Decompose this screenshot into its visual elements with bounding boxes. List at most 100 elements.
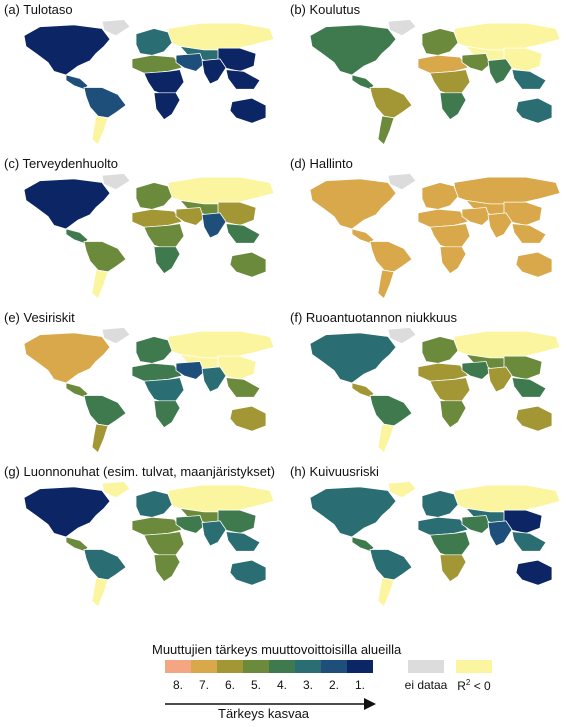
region-sa-s (377, 423, 395, 454)
map-panel: (c) Terveydenhuolto (4, 156, 282, 306)
region-africa-n (417, 362, 469, 382)
region-russia (453, 330, 561, 359)
no-data-swatch (408, 660, 444, 673)
region-aus (229, 559, 267, 586)
region-sea (511, 531, 547, 552)
region-me (461, 361, 491, 380)
r2-below-zero-swatch (456, 660, 492, 673)
region-aus (515, 251, 553, 278)
region-sa-s (91, 269, 109, 300)
region-aus (229, 251, 267, 278)
region-africa-n (131, 54, 183, 74)
region-eu (135, 336, 173, 364)
panel-title: (a) Tulotaso (4, 2, 73, 17)
region-aus (515, 97, 553, 124)
region-africa-s (153, 400, 181, 429)
region-sa-n (369, 241, 413, 273)
region-africa-c (143, 223, 185, 249)
map-panel: (f) Ruoantuotannon niukkuus (290, 310, 567, 460)
region-greenland (387, 481, 417, 499)
region-sa-s (377, 269, 395, 300)
region-sea (225, 223, 261, 244)
region-na (23, 332, 111, 384)
legend-swatch (347, 660, 373, 673)
arrow (165, 698, 376, 710)
region-sa-n (83, 241, 127, 273)
region-russia (167, 22, 275, 51)
region-india (487, 520, 513, 547)
region-ca (351, 382, 375, 398)
region-eu (135, 28, 173, 56)
region-russia (167, 484, 275, 513)
region-india (201, 366, 227, 393)
legend-swatch-label: 2. (328, 678, 339, 692)
region-africa-s (153, 92, 181, 121)
map-panel: (b) Koulutus (290, 2, 567, 152)
legend-swatch-label: 5. (250, 678, 261, 692)
region-sea (225, 377, 261, 398)
region-sea (225, 531, 261, 552)
region-na (309, 178, 397, 230)
panel-title: (e) Vesiriskit (4, 310, 75, 325)
region-me (175, 53, 205, 72)
region-africa-n (417, 54, 469, 74)
world-map (23, 173, 275, 300)
region-ca (65, 382, 89, 398)
legend-title: Muuttujien tärkeys muuttovoittoisilla al… (152, 642, 402, 657)
region-me (175, 515, 205, 534)
region-sa-s (91, 115, 109, 146)
region-sea (511, 69, 547, 90)
region-sa-n (369, 395, 413, 427)
region-me (461, 515, 491, 534)
region-sa-s (377, 577, 395, 608)
region-greenland (101, 327, 131, 345)
region-africa-s (153, 554, 181, 583)
map-panel: (d) Hallinto (290, 156, 567, 306)
region-africa-n (417, 208, 469, 228)
region-na (309, 332, 397, 384)
region-me (175, 207, 205, 226)
map-panel: (h) Kuivuusriski (290, 464, 567, 614)
region-russia (167, 330, 275, 359)
region-me (461, 53, 491, 72)
region-russia (453, 176, 561, 205)
region-africa-c (429, 69, 471, 95)
region-sea (225, 69, 261, 90)
region-africa-s (439, 400, 467, 429)
region-india (487, 58, 513, 85)
panel-title: (h) Kuivuusriski (290, 464, 379, 479)
region-africa-s (439, 554, 467, 583)
region-greenland (101, 19, 131, 37)
region-sea (511, 377, 547, 398)
region-na (23, 486, 111, 538)
region-africa-s (439, 92, 467, 121)
region-na (309, 486, 397, 538)
legend-swatch (165, 660, 191, 673)
legend-swatch (295, 660, 321, 673)
map-panel: (e) Vesiriskit (4, 310, 282, 460)
legend: Muuttujien tärkeys muuttovoittoisilla al… (0, 640, 567, 727)
region-africa-n (131, 208, 183, 228)
region-africa-c (429, 531, 471, 557)
region-sa-s (377, 115, 395, 146)
arrow-head (364, 698, 376, 710)
region-aus (515, 405, 553, 432)
panel-title: (d) Hallinto (290, 156, 353, 171)
region-sa-n (83, 549, 127, 581)
region-na (23, 178, 111, 230)
region-aus (515, 559, 553, 586)
region-aus (229, 97, 267, 124)
legend-swatch-label: 7. (198, 678, 209, 692)
region-africa-n (131, 362, 183, 382)
region-india (201, 58, 227, 85)
region-india (201, 520, 227, 547)
map-panel: (a) Tulotaso (4, 2, 282, 152)
legend-swatch-label: 6. (224, 678, 235, 692)
region-eu (421, 490, 459, 518)
region-greenland (387, 19, 417, 37)
region-sa-n (369, 87, 413, 119)
region-africa-c (143, 377, 185, 403)
region-me (175, 361, 205, 380)
region-india (487, 212, 513, 239)
legend-swatch-label: 1. (354, 678, 365, 692)
